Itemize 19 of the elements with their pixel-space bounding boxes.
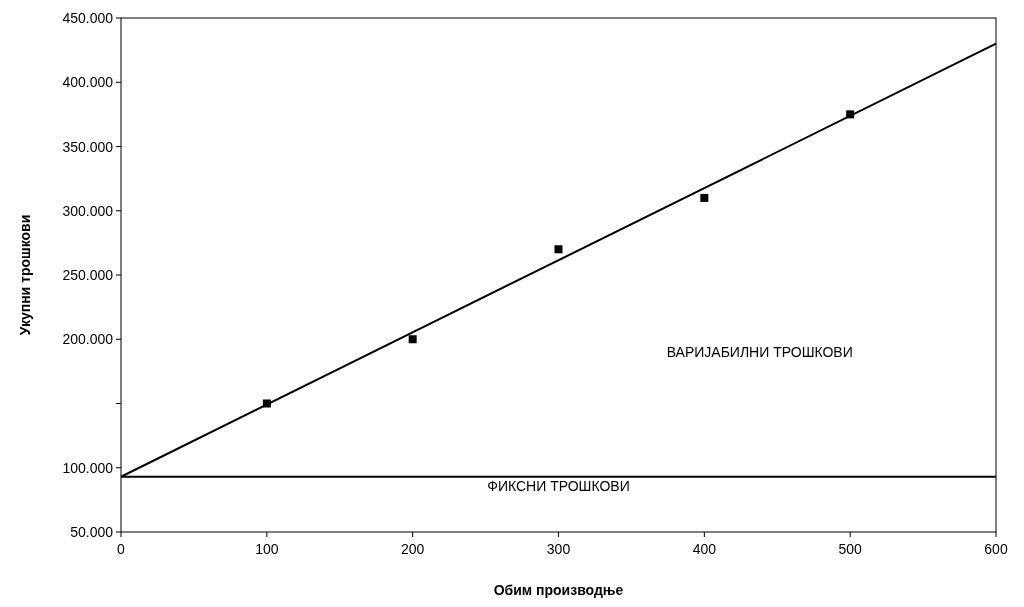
y-tick-label: 300.000 (62, 202, 114, 219)
x-tick-label: 500 (838, 541, 863, 557)
x-tick-label: 300 (546, 541, 571, 557)
x-tick-label: 100 (255, 541, 279, 557)
y-axis-title: Укупни трошкови (17, 214, 33, 336)
y-tick-label: 400.000 (62, 74, 114, 91)
x-axis-title: Обим производње (493, 582, 624, 598)
y-tick-label: 350.000 (62, 138, 114, 155)
y-tick-label: 50.000 (70, 524, 114, 540)
x-tick-label: 600 (984, 541, 1008, 557)
x-tick-label: 0 (117, 541, 126, 557)
y-tick-label: 200.000 (62, 331, 114, 348)
y-tick-label: 450.000 (62, 10, 114, 26)
annotation: ФИКСНИ ТРОШКОВИ (487, 477, 630, 494)
y-tick-label: 100.000 (62, 459, 114, 476)
annotation: ВАРИЈАБИЛНИ ТРОШКОВИ (666, 344, 853, 361)
x-tick-label: 200 (400, 541, 425, 557)
y-tick-label: 250.000 (62, 267, 114, 283)
x-tick-label: 400 (692, 541, 717, 557)
